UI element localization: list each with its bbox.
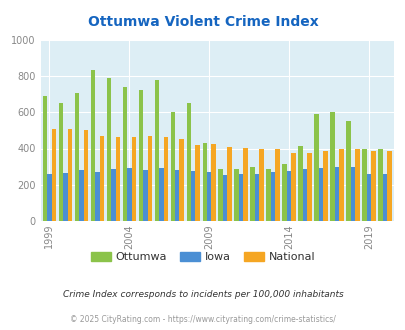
Bar bbox=[43, 96, 47, 221]
Bar bbox=[322, 151, 327, 221]
Bar bbox=[175, 170, 179, 221]
Bar bbox=[239, 174, 243, 221]
Bar bbox=[58, 103, 63, 221]
Bar bbox=[302, 169, 307, 221]
Bar bbox=[386, 151, 391, 221]
Bar bbox=[190, 171, 195, 221]
Bar bbox=[313, 114, 318, 221]
Bar bbox=[218, 169, 222, 221]
Bar bbox=[163, 137, 168, 221]
Text: Ottumwa Violent Crime Index: Ottumwa Violent Crime Index bbox=[87, 15, 318, 29]
Bar bbox=[63, 173, 68, 221]
Bar bbox=[211, 144, 215, 221]
Bar bbox=[47, 174, 51, 221]
Bar bbox=[366, 174, 370, 221]
Bar bbox=[195, 145, 199, 221]
Text: © 2025 CityRating.com - https://www.cityrating.com/crime-statistics/: © 2025 CityRating.com - https://www.city… bbox=[70, 315, 335, 324]
Bar bbox=[90, 70, 95, 221]
Bar bbox=[227, 147, 231, 221]
Bar bbox=[83, 130, 88, 221]
Bar bbox=[377, 148, 382, 221]
Bar bbox=[202, 143, 207, 221]
Bar bbox=[107, 78, 111, 221]
Bar bbox=[138, 89, 143, 221]
Bar bbox=[147, 136, 151, 221]
Text: Crime Index corresponds to incidents per 100,000 inhabitants: Crime Index corresponds to incidents per… bbox=[62, 290, 343, 299]
Bar bbox=[286, 171, 291, 221]
Bar bbox=[382, 174, 386, 221]
Bar bbox=[68, 129, 72, 221]
Bar bbox=[243, 148, 247, 221]
Bar bbox=[298, 146, 302, 221]
Bar bbox=[330, 112, 334, 221]
Bar bbox=[207, 173, 211, 221]
Bar bbox=[254, 174, 259, 221]
Bar bbox=[354, 149, 359, 221]
Bar bbox=[186, 103, 190, 221]
Bar bbox=[127, 168, 131, 221]
Bar bbox=[75, 93, 79, 221]
Bar bbox=[115, 137, 120, 221]
Bar bbox=[143, 170, 147, 221]
Bar bbox=[95, 172, 99, 221]
Bar bbox=[170, 112, 175, 221]
Bar bbox=[266, 169, 270, 221]
Bar bbox=[234, 169, 239, 221]
Bar bbox=[345, 121, 350, 221]
Bar bbox=[339, 149, 343, 221]
Bar bbox=[350, 167, 354, 221]
Bar bbox=[291, 153, 295, 221]
Bar bbox=[99, 136, 104, 221]
Legend: Ottumwa, Iowa, National: Ottumwa, Iowa, National bbox=[86, 248, 319, 267]
Bar bbox=[154, 81, 159, 221]
Bar bbox=[259, 149, 263, 221]
Bar bbox=[250, 167, 254, 221]
Bar bbox=[222, 175, 227, 221]
Bar bbox=[370, 151, 375, 221]
Bar bbox=[122, 87, 127, 221]
Bar bbox=[275, 149, 279, 221]
Bar bbox=[179, 139, 183, 221]
Bar bbox=[307, 153, 311, 221]
Bar bbox=[318, 168, 322, 221]
Bar bbox=[361, 148, 366, 221]
Bar bbox=[159, 168, 163, 221]
Bar bbox=[334, 167, 339, 221]
Bar bbox=[270, 172, 275, 221]
Bar bbox=[131, 137, 136, 221]
Bar bbox=[51, 128, 56, 221]
Bar bbox=[282, 164, 286, 221]
Bar bbox=[111, 169, 115, 221]
Bar bbox=[79, 170, 83, 221]
